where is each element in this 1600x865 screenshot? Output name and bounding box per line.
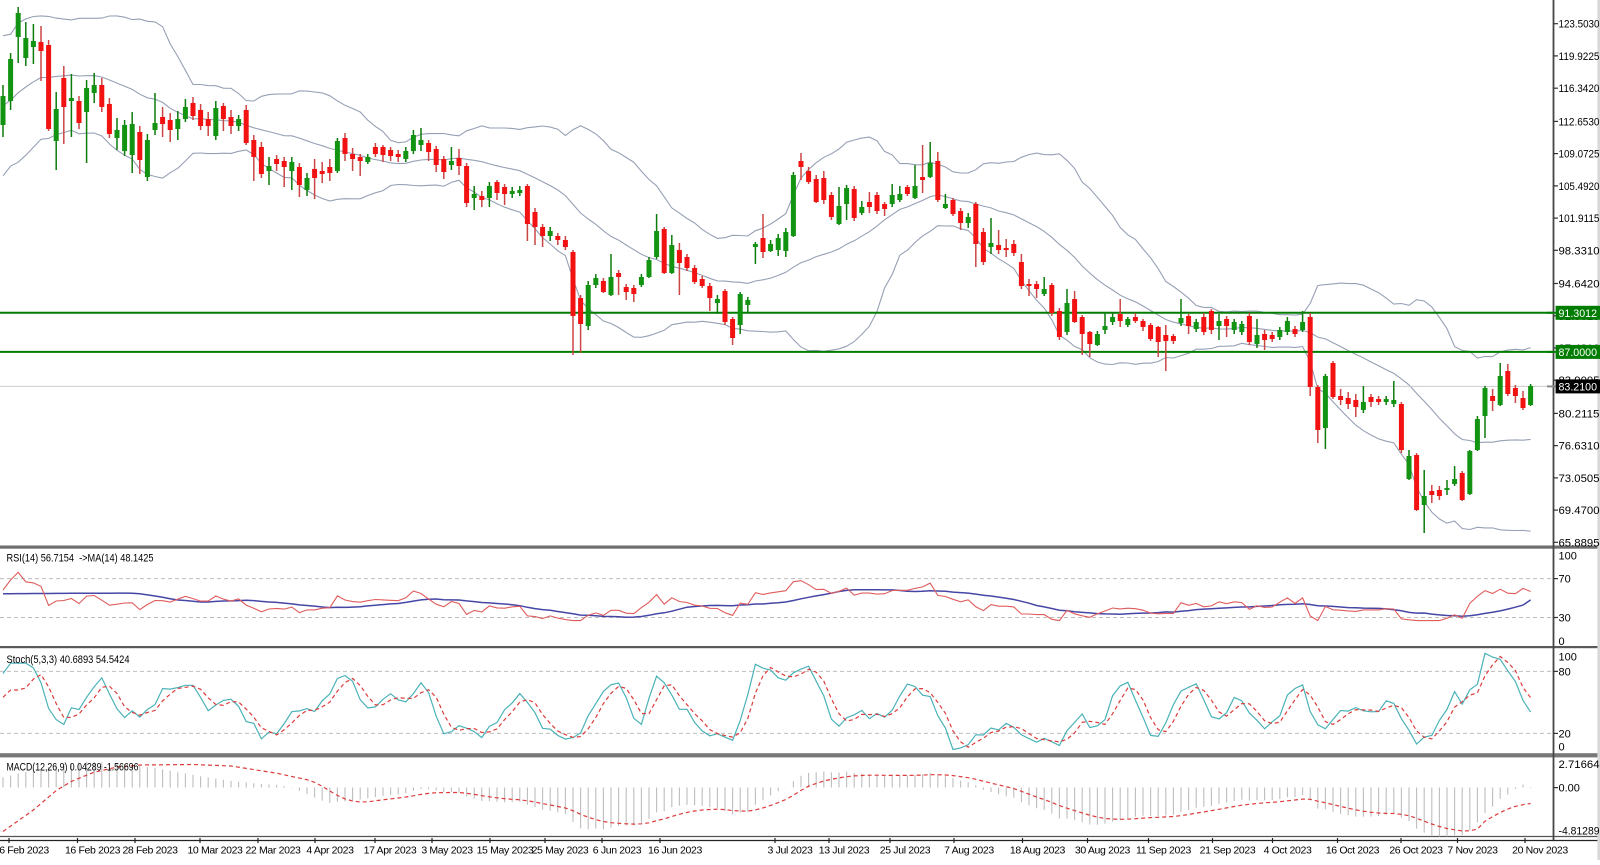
svg-text:0.00: 0.00 <box>1559 783 1580 795</box>
svg-text:16 Feb 2023: 16 Feb 2023 <box>65 845 121 857</box>
svg-text:30: 30 <box>1559 613 1571 625</box>
svg-text:RSI(14) 56.7154 ->MA(14) 48.1: RSI(14) 56.7154 ->MA(14) 48.1425 <box>7 553 154 565</box>
svg-text:11 Sep 2023: 11 Sep 2023 <box>1136 845 1191 857</box>
svg-text:119.9225: 119.9225 <box>1559 51 1600 63</box>
svg-text:2.71664: 2.71664 <box>1559 759 1600 771</box>
svg-text:21 Sep 2023: 21 Sep 2023 <box>1200 845 1256 857</box>
svg-text:100: 100 <box>1559 651 1577 663</box>
svg-text:4 Apr 2023: 4 Apr 2023 <box>306 845 354 857</box>
svg-text:20: 20 <box>1559 728 1571 740</box>
svg-text:0: 0 <box>1559 742 1565 754</box>
svg-text:65.8895: 65.8895 <box>1559 537 1600 549</box>
svg-text:16 Jun 2023: 16 Jun 2023 <box>648 845 702 857</box>
svg-text:7 Aug 2023: 7 Aug 2023 <box>944 845 994 857</box>
svg-text:100: 100 <box>1559 551 1577 563</box>
svg-text:17 Apr 2023: 17 Apr 2023 <box>364 845 417 857</box>
svg-text:101.9115: 101.9115 <box>1559 213 1600 225</box>
svg-text:Stoch(5,3,3) 40.6893 54.5424: Stoch(5,3,3) 40.6893 54.5424 <box>7 654 130 666</box>
svg-text:112.6530: 112.6530 <box>1559 116 1600 128</box>
svg-text:25 Jul 2023: 25 Jul 2023 <box>880 845 931 857</box>
svg-text:83.2100: 83.2100 <box>1559 381 1598 393</box>
svg-text:80.2115: 80.2115 <box>1559 408 1600 420</box>
svg-text:6 Feb 2023: 6 Feb 2023 <box>0 845 49 857</box>
svg-text:13 Jul 2023: 13 Jul 2023 <box>819 845 870 857</box>
svg-text:123.5030: 123.5030 <box>1559 19 1600 31</box>
svg-text:87.0000: 87.0000 <box>1559 347 1598 359</box>
svg-text:MACD(12,26,9) 0.04289 -1.56696: MACD(12,26,9) 0.04289 -1.56696 <box>7 762 139 774</box>
svg-text:6 Jun 2023: 6 Jun 2023 <box>593 845 642 857</box>
svg-text:20 Nov 2023: 20 Nov 2023 <box>1512 845 1568 857</box>
svg-text:28 Feb 2023: 28 Feb 2023 <box>122 845 178 857</box>
svg-text:25 May 2023: 25 May 2023 <box>532 845 589 857</box>
svg-text:16 Oct 2023: 16 Oct 2023 <box>1326 845 1380 857</box>
svg-text:4 Oct 2023: 4 Oct 2023 <box>1264 845 1312 857</box>
svg-text:76.6310: 76.6310 <box>1559 441 1600 453</box>
svg-text:69.4700: 69.4700 <box>1559 505 1600 517</box>
svg-text:109.0725: 109.0725 <box>1559 149 1600 161</box>
svg-text:80: 80 <box>1559 666 1571 678</box>
svg-text:98.3310: 98.3310 <box>1559 245 1600 257</box>
svg-text:91.3012: 91.3012 <box>1559 308 1598 320</box>
svg-text:18 Aug 2023: 18 Aug 2023 <box>1010 845 1066 857</box>
svg-text:116.3420: 116.3420 <box>1559 83 1600 95</box>
svg-text:15 May 2023: 15 May 2023 <box>477 845 534 857</box>
svg-text:105.4920: 105.4920 <box>1559 181 1600 193</box>
svg-text:73.0505: 73.0505 <box>1559 473 1600 485</box>
svg-text:-4.81289: -4.81289 <box>1559 826 1600 838</box>
svg-text:3 Jul 2023: 3 Jul 2023 <box>768 845 813 857</box>
svg-text:10 Mar 2023: 10 Mar 2023 <box>187 845 243 857</box>
svg-text:70: 70 <box>1559 574 1571 586</box>
svg-text:7 Nov 2023: 7 Nov 2023 <box>1447 845 1498 857</box>
svg-text:3 May 2023: 3 May 2023 <box>421 845 473 857</box>
svg-text:22 Mar 2023: 22 Mar 2023 <box>245 845 301 857</box>
svg-text:94.6420: 94.6420 <box>1559 279 1600 291</box>
svg-text:26 Oct 2023: 26 Oct 2023 <box>1389 845 1443 857</box>
svg-text:30 Aug 2023: 30 Aug 2023 <box>1075 845 1131 857</box>
svg-text:0: 0 <box>1559 636 1565 648</box>
